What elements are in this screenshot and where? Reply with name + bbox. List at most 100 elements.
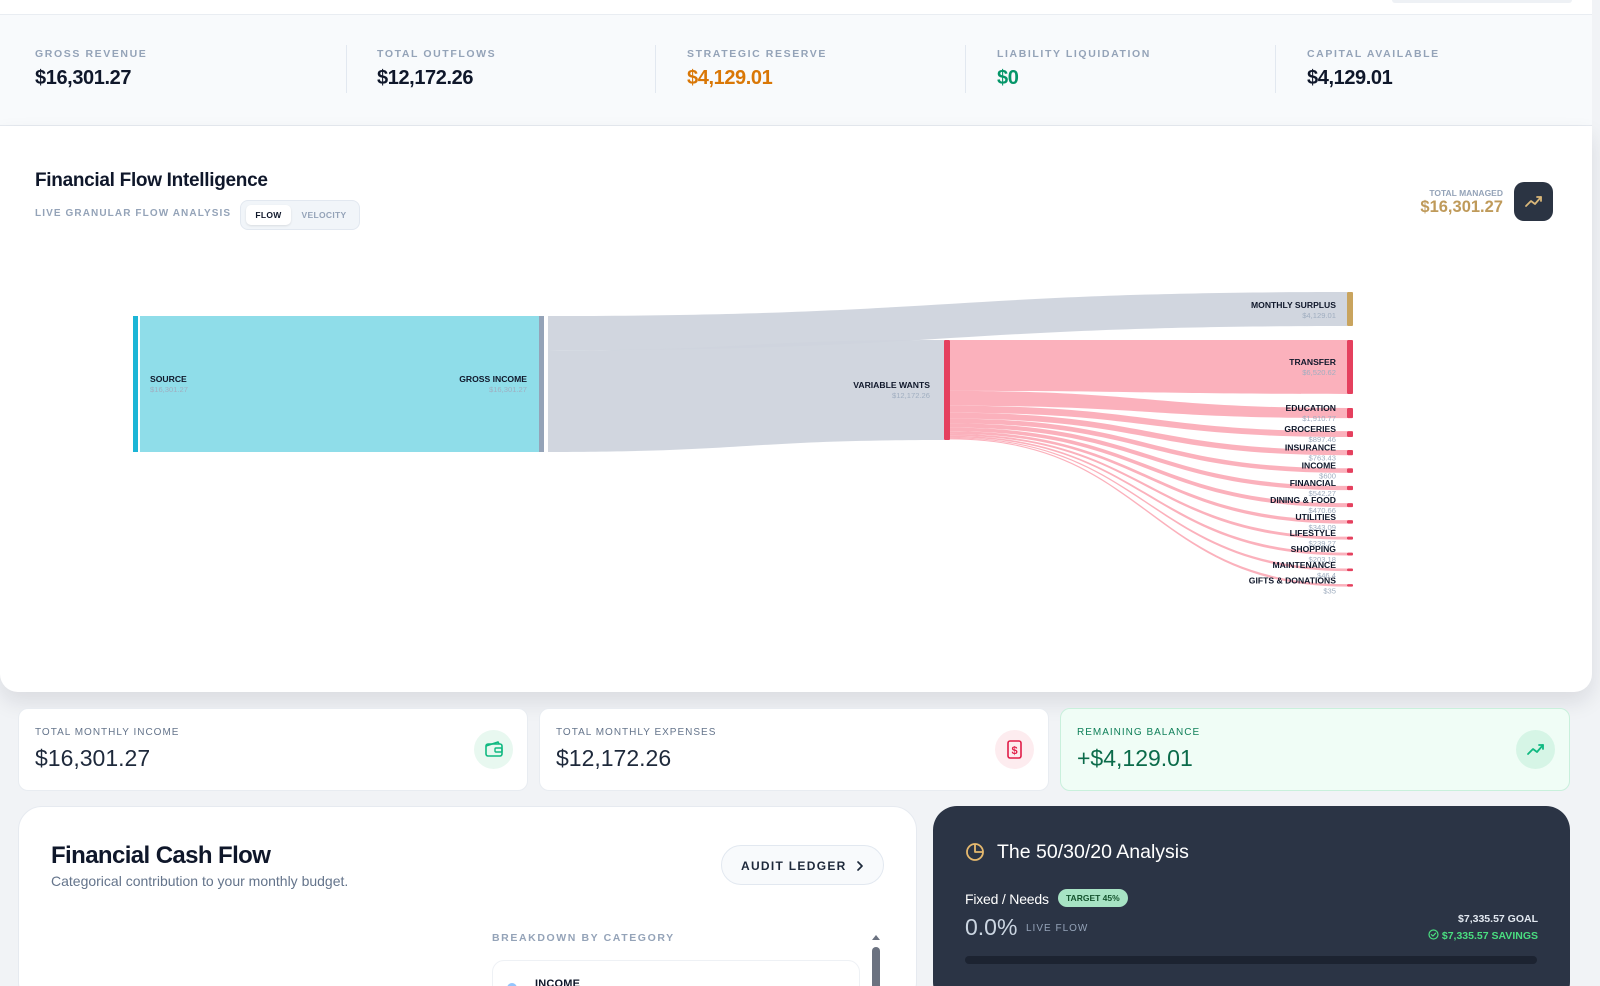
stat-capital-available: CAPITAL AVAILABLE $4,129.01	[1275, 15, 1585, 126]
stat-value: $12,172.26	[377, 67, 474, 89]
category-8-node	[1347, 536, 1353, 540]
source-band	[140, 316, 542, 452]
stat-value: $0	[997, 67, 1019, 89]
summary-value: $16,301.27	[35, 745, 151, 771]
gross-income-node	[539, 316, 544, 452]
top-bar	[0, 0, 1592, 15]
summary-expenses-card: TOTAL MONTHLY EXPENSES $12,172.26 $	[539, 708, 1049, 791]
stat-label: GROSS REVENUE	[35, 48, 148, 60]
stat-label: STRATEGIC RESERVE	[687, 48, 827, 60]
category-10-label: MAINTENANCE	[1273, 560, 1337, 570]
stat-liability-liquidation: LIABILITY LIQUIDATION $0	[965, 15, 1275, 126]
source-node	[133, 316, 138, 452]
analysis-card: The 50/30/20 Analysis Fixed / Needs TARG…	[933, 806, 1570, 986]
category-6-node	[1347, 503, 1353, 508]
category-2-band	[950, 405, 1347, 437]
category-5-label: FINANCIAL	[1290, 478, 1336, 488]
cash-flow-subtitle: Categorical contribution to your monthly…	[51, 873, 349, 889]
category-11-label: GIFTS & DONATIONS	[1249, 575, 1336, 585]
surplus-band	[548, 292, 1347, 351]
category-7-label: UTILITIES	[1295, 512, 1336, 522]
audit-ledger-label: AUDIT LEDGER	[741, 859, 847, 873]
live-flow-label: LIVE FLOW	[1026, 923, 1089, 934]
category-8-band	[950, 433, 1347, 540]
category-3-node	[1347, 449, 1353, 456]
stat-label: TOTAL OUTFLOWS	[377, 48, 497, 60]
category-1-label: EDUCATION	[1286, 403, 1336, 413]
audit-ledger-button[interactable]: AUDIT LEDGER	[721, 845, 884, 885]
summary-label: TOTAL MONTHLY EXPENSES	[556, 727, 717, 738]
category-2-value: $897.46	[1309, 435, 1336, 444]
kpi-strip: GROSS REVENUE $16,301.27 TOTAL OUTFLOWS …	[0, 0, 1592, 126]
category-1-value: $1,910.77	[1302, 414, 1336, 423]
variable-wants-label: VARIABLE WANTS	[853, 380, 930, 390]
divider	[965, 45, 966, 93]
flow-card: Financial Flow Intelligence LIVE GRANULA…	[0, 126, 1592, 692]
variable-wants-value: $12,172.26	[892, 391, 930, 400]
category-0-label: TRANSFER	[1289, 357, 1337, 367]
chevron-right-icon	[857, 861, 863, 871]
divider	[1275, 45, 1276, 93]
category-11-value: $35	[1323, 586, 1336, 595]
trending-up-icon	[1516, 730, 1555, 769]
toggle-flow[interactable]: FLOW	[246, 205, 291, 225]
cash-flow-card: Financial Cash Flow Categorical contribu…	[18, 806, 917, 986]
category-6-value: $470.66	[1309, 506, 1336, 515]
variable-wants-node	[944, 340, 950, 440]
category-5-node	[1347, 485, 1353, 491]
category-8-value: $239.27	[1309, 539, 1336, 548]
category-2-label: GROCERIES	[1284, 424, 1336, 434]
stat-value: $4,129.01	[1307, 67, 1393, 89]
view-toggle: FLOW VELOCITY	[240, 200, 360, 230]
category-10-node	[1347, 568, 1353, 572]
category-1-band	[950, 390, 1347, 419]
total-managed-value: $16,301.27	[1420, 198, 1503, 216]
category-7-band	[950, 431, 1347, 524]
category-3-band	[950, 412, 1347, 456]
target-badge: TARGET 45%	[1058, 889, 1128, 907]
total-managed-label: TOTAL MANAGED	[1429, 188, 1503, 198]
flow-title: Financial Flow Intelligence	[35, 170, 268, 191]
check-circle-icon	[1428, 929, 1439, 940]
gross-income-value: $16,301.27	[489, 385, 527, 394]
svg-text:$: $	[1011, 745, 1017, 757]
monthly-surplus-label: MONTHLY SURPLUS	[1251, 300, 1336, 310]
category-5-value: $542.27	[1309, 489, 1336, 498]
category-6-label: DINING & FOOD	[1270, 495, 1336, 505]
category-2-node	[1347, 431, 1353, 437]
needs-percent: 0.0%	[965, 914, 1018, 940]
stat-gross-revenue: GROSS REVENUE $16,301.27	[0, 15, 340, 126]
category-0-band	[950, 340, 1347, 394]
scroll-up-arrow[interactable]	[871, 934, 881, 942]
category-dot	[507, 983, 517, 986]
category-5-band	[950, 423, 1347, 491]
summary-value: $12,172.26	[556, 745, 672, 771]
category-7-value: $343.09	[1309, 523, 1336, 532]
monthly-surplus-node	[1347, 292, 1353, 326]
trending-up-icon	[1525, 196, 1542, 207]
category-9-node	[1347, 552, 1353, 556]
category-9-value: $203.18	[1309, 555, 1336, 564]
scrollbar-thumb[interactable]	[872, 947, 880, 986]
cash-flow-title: Financial Cash Flow	[51, 842, 271, 869]
category-10-value: $46.4	[1317, 571, 1336, 580]
needs-label: Fixed / Needs	[965, 891, 1049, 907]
toggle-velocity[interactable]: VELOCITY	[301, 210, 347, 220]
category-4-value: $600	[1319, 472, 1336, 481]
stat-value: $4,129.01	[687, 67, 773, 89]
category-11-node	[1347, 584, 1353, 587]
breakdown-label: BREAKDOWN BY CATEGORY	[492, 932, 675, 944]
category-0-value: $6,520.62	[1302, 368, 1336, 377]
wallet-icon	[474, 730, 513, 769]
trend-button[interactable]	[1514, 182, 1553, 221]
list-item[interactable]: INCOME	[492, 960, 860, 986]
stat-label: LIABILITY LIQUIDATION	[997, 48, 1151, 60]
category-9-band	[950, 435, 1347, 556]
summary-value: +$4,129.01	[1077, 745, 1193, 771]
goal-amount: $7,335.57 GOAL	[1458, 913, 1538, 925]
category-4-node	[1347, 468, 1353, 473]
category-11-band	[950, 438, 1347, 587]
divider	[346, 45, 347, 93]
category-6-band	[950, 427, 1347, 508]
